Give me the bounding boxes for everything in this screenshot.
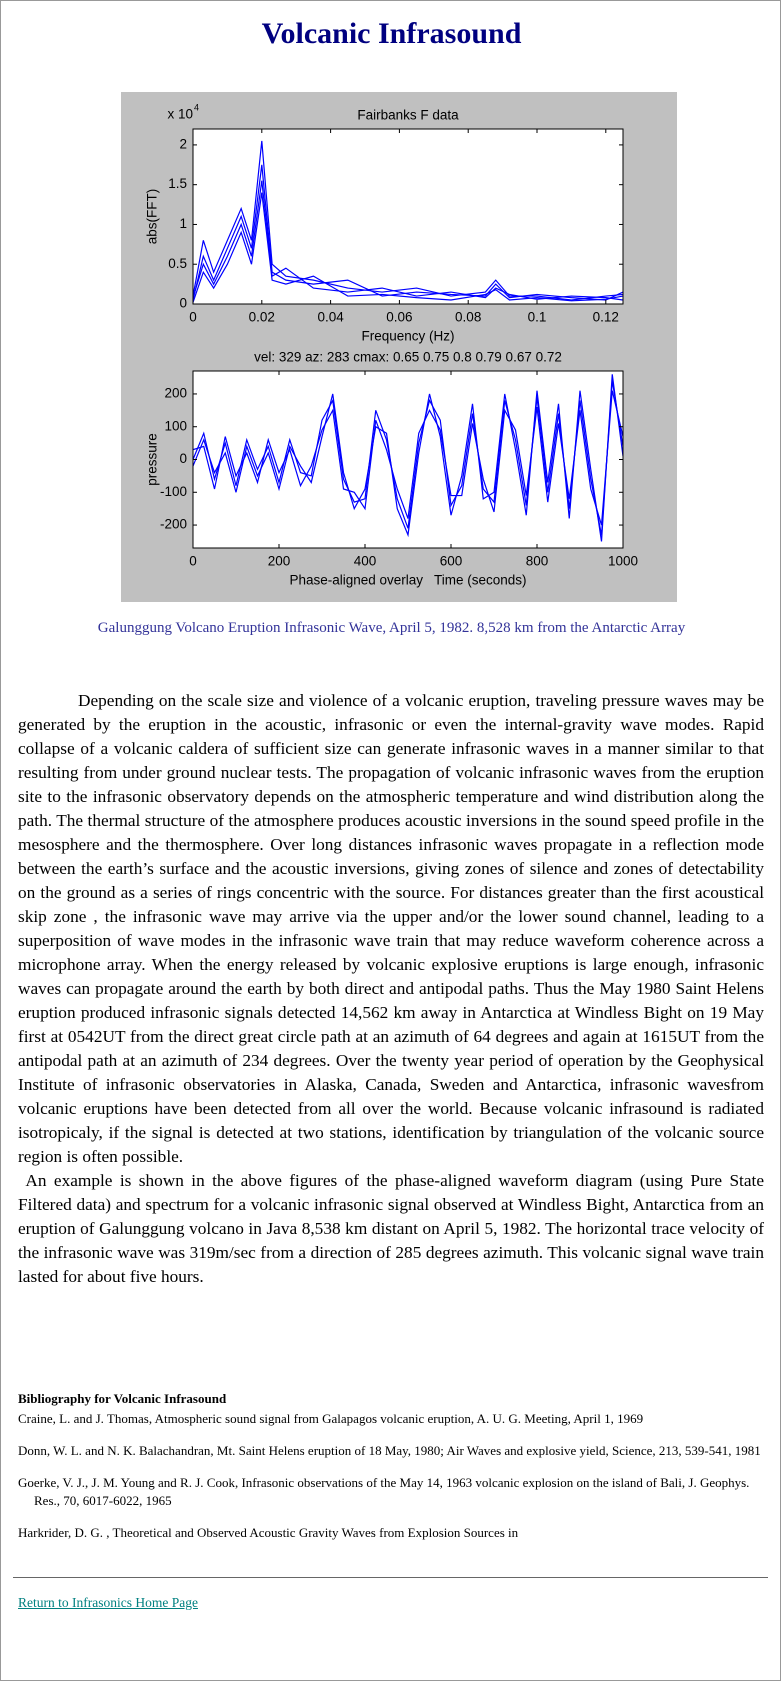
y-tick-label: 0.5: [168, 256, 187, 271]
bibliography-entry: Craine, L. and J. Thomas, Atmospheric so…: [18, 1411, 644, 1426]
x-tick-label: 0.04: [317, 310, 344, 325]
y-scale-exponent: 4: [194, 102, 199, 112]
x-tick-label: 600: [440, 554, 463, 569]
y-tick-label: 1: [179, 216, 187, 231]
chart-title: Fairbanks F data: [357, 108, 459, 123]
x-tick-label: 0.08: [455, 310, 481, 325]
x-tick-label: 200: [268, 554, 291, 569]
x-axis-label: Frequency (Hz): [361, 329, 454, 344]
data-line: [193, 390, 623, 526]
data-line: [193, 180, 623, 301]
figure: 0 0.02 0.04 0.06 0.08 0.1 0.12 0 0.5 1 1.5 2 Fairban…: [121, 92, 677, 602]
x-tick-label: 1000: [608, 554, 638, 569]
paragraph-text: An example is shown in the above figures…: [18, 1171, 765, 1286]
bibliography-heading: Bibliography for Volcanic Infrasound: [18, 1391, 227, 1406]
bibliography: Bibliography for Volcanic Infrasound Cra…: [18, 1391, 764, 1556]
x-tick-label: 0: [189, 310, 197, 325]
x-tick-label: 800: [526, 554, 549, 569]
figure-caption: Galunggung Volcano Eruption Infrasonic W…: [97, 620, 686, 636]
y-tick-label: -100: [160, 484, 187, 499]
data-line: [193, 164, 623, 301]
home-link[interactable]: Return to Infrasonics Home Page: [18, 1595, 198, 1610]
data-line: [193, 192, 623, 303]
y-tick-label: -200: [160, 517, 187, 532]
x-tick-label: 0.06: [386, 310, 412, 325]
data-line: [193, 374, 623, 542]
bibliography-entry: Goerke, V. J., J. M. Young and R. J. Coo…: [18, 1475, 750, 1508]
x-tick-label: 400: [354, 554, 377, 569]
x-tick-label: 0: [189, 554, 197, 569]
x-tick-label: 0.12: [593, 310, 619, 325]
chart-title: vel: 329 az: 283 cmax: 0.65 0.75 0.8 0.7…: [254, 350, 562, 365]
y-tick-label: 100: [164, 418, 187, 433]
y-tick-label: 200: [164, 386, 187, 401]
page-title: Volcanic Infrasound: [261, 17, 522, 50]
plot-area: [193, 371, 623, 548]
plot-frame: [192, 128, 624, 305]
paragraph: Depending on the scale size and violence…: [18, 691, 764, 1166]
y-axis-label: abs(FFT): [145, 189, 160, 245]
divider: [13, 1577, 768, 1578]
body-text: Depending on the scale size and violence…: [18, 689, 764, 1289]
y-axis-label: pressure: [145, 433, 160, 486]
x-tick-label: 0.02: [249, 310, 275, 325]
x-tick-label: 0.1: [528, 310, 547, 325]
y-scale-label: x 10: [167, 107, 193, 122]
y-tick-label: 2: [179, 136, 187, 151]
y-tick-label: 0: [179, 451, 187, 466]
paragraph: An example is shown in the above figures…: [18, 1169, 764, 1289]
bibliography-entry: Harkrider, D. G. , Theoretical and Obser…: [18, 1525, 519, 1540]
y-tick-label: 1.5: [168, 176, 187, 191]
x-axis-label: Phase-aligned overlay Time (seconds): [289, 573, 526, 588]
y-tick-label: 0: [179, 296, 187, 311]
bibliography-entry: Donn, W. L. and N. K. Balachandran, Mt. …: [18, 1443, 761, 1458]
